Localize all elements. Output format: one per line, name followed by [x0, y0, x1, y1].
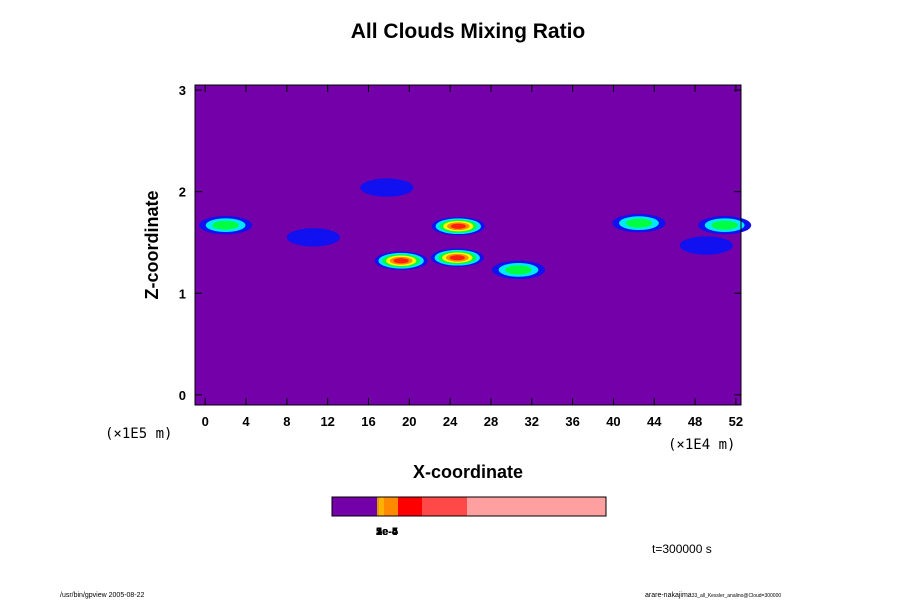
cloud-level	[711, 220, 738, 230]
footer-right-main: arare-nakajima	[645, 592, 692, 599]
cloud-level	[360, 178, 414, 197]
x-tick-label: 44	[647, 414, 662, 429]
footer-right: arare-nakajima33_all_Kessler_analino@Clo…	[645, 592, 781, 599]
x-tick-label: 36	[565, 414, 579, 429]
cloud-level	[286, 228, 340, 247]
y-axis-title: Z-coordinate	[142, 190, 162, 299]
cloud-level	[212, 220, 239, 230]
colorbar-tick-labels: 1e-52e-53e-55e-51e-42e-43e-45e-4	[376, 526, 399, 538]
colorbar-segment	[377, 497, 379, 516]
footer-left: /usr/bin/gpview 2005-08-22	[60, 592, 145, 599]
cloud-level	[393, 258, 409, 264]
footer-right-small: 33_all_Kessler_analino@Cloud=300000	[692, 593, 782, 599]
y-axis: 0 1 2 3	[179, 83, 741, 403]
cloud-level	[449, 255, 465, 261]
colorbar-tick-label: 2e-4	[376, 526, 399, 538]
chart-title: All Clouds Mixing Ratio	[351, 20, 586, 43]
y-tick-label: 1	[179, 286, 186, 301]
x-tick-label: 40	[606, 414, 620, 429]
colorbar	[331, 496, 607, 517]
colorbar-segment	[422, 497, 467, 516]
colorbar-segment	[379, 497, 384, 516]
plot-area	[195, 85, 741, 405]
x-tick-label: 12	[320, 414, 334, 429]
colorbar-segment	[332, 497, 377, 516]
plot-frame	[194, 84, 742, 406]
colorbar-tick-label: 3e-4	[376, 526, 399, 538]
colorbar-tick-label: 3e-5	[376, 526, 398, 538]
colorbar-segment	[384, 497, 398, 516]
x-tick-label: 4	[242, 414, 250, 429]
x-scale-label: (×1E4 m)	[668, 437, 735, 453]
x-tick-label: 24	[443, 414, 458, 429]
colorbar-tick-label: 1e-4	[376, 526, 399, 538]
colorbar-tick-label: 1e-5	[376, 526, 398, 538]
x-tick-label: 28	[484, 414, 498, 429]
colorbar-tick-label: 5e-5	[376, 526, 398, 538]
colorbar-segment	[398, 497, 422, 516]
x-tick-label: 0	[202, 414, 209, 429]
x-axis: 0 4 8 12 16 20 24 28 32 36 40 44 48 52	[202, 85, 743, 429]
y-scale-label: (×1E5 m)	[105, 426, 172, 442]
cloud-level	[625, 218, 653, 228]
y-tick-label: 3	[179, 83, 186, 98]
x-tick-label: 48	[688, 414, 702, 429]
x-axis-title: X-coordinate	[413, 462, 523, 482]
colorbar-tick-label: 2e-5	[376, 526, 398, 538]
colorbar-frame	[331, 496, 607, 517]
cloud-level	[505, 265, 532, 275]
time-label: t=300000 s	[652, 542, 712, 556]
x-tick-label: 16	[361, 414, 375, 429]
x-tick-label: 8	[283, 414, 290, 429]
cloud-contours	[199, 178, 752, 280]
y-tick-label: 0	[179, 388, 186, 403]
colorbar-segment	[467, 497, 606, 516]
y-tick-label: 2	[179, 185, 186, 200]
cloud-level	[679, 236, 733, 255]
x-tick-label: 52	[729, 414, 743, 429]
colorbar-tick-label: 5e-4	[376, 526, 399, 538]
cloud-level	[450, 223, 466, 229]
x-tick-label: 20	[402, 414, 416, 429]
x-tick-label: 32	[525, 414, 539, 429]
